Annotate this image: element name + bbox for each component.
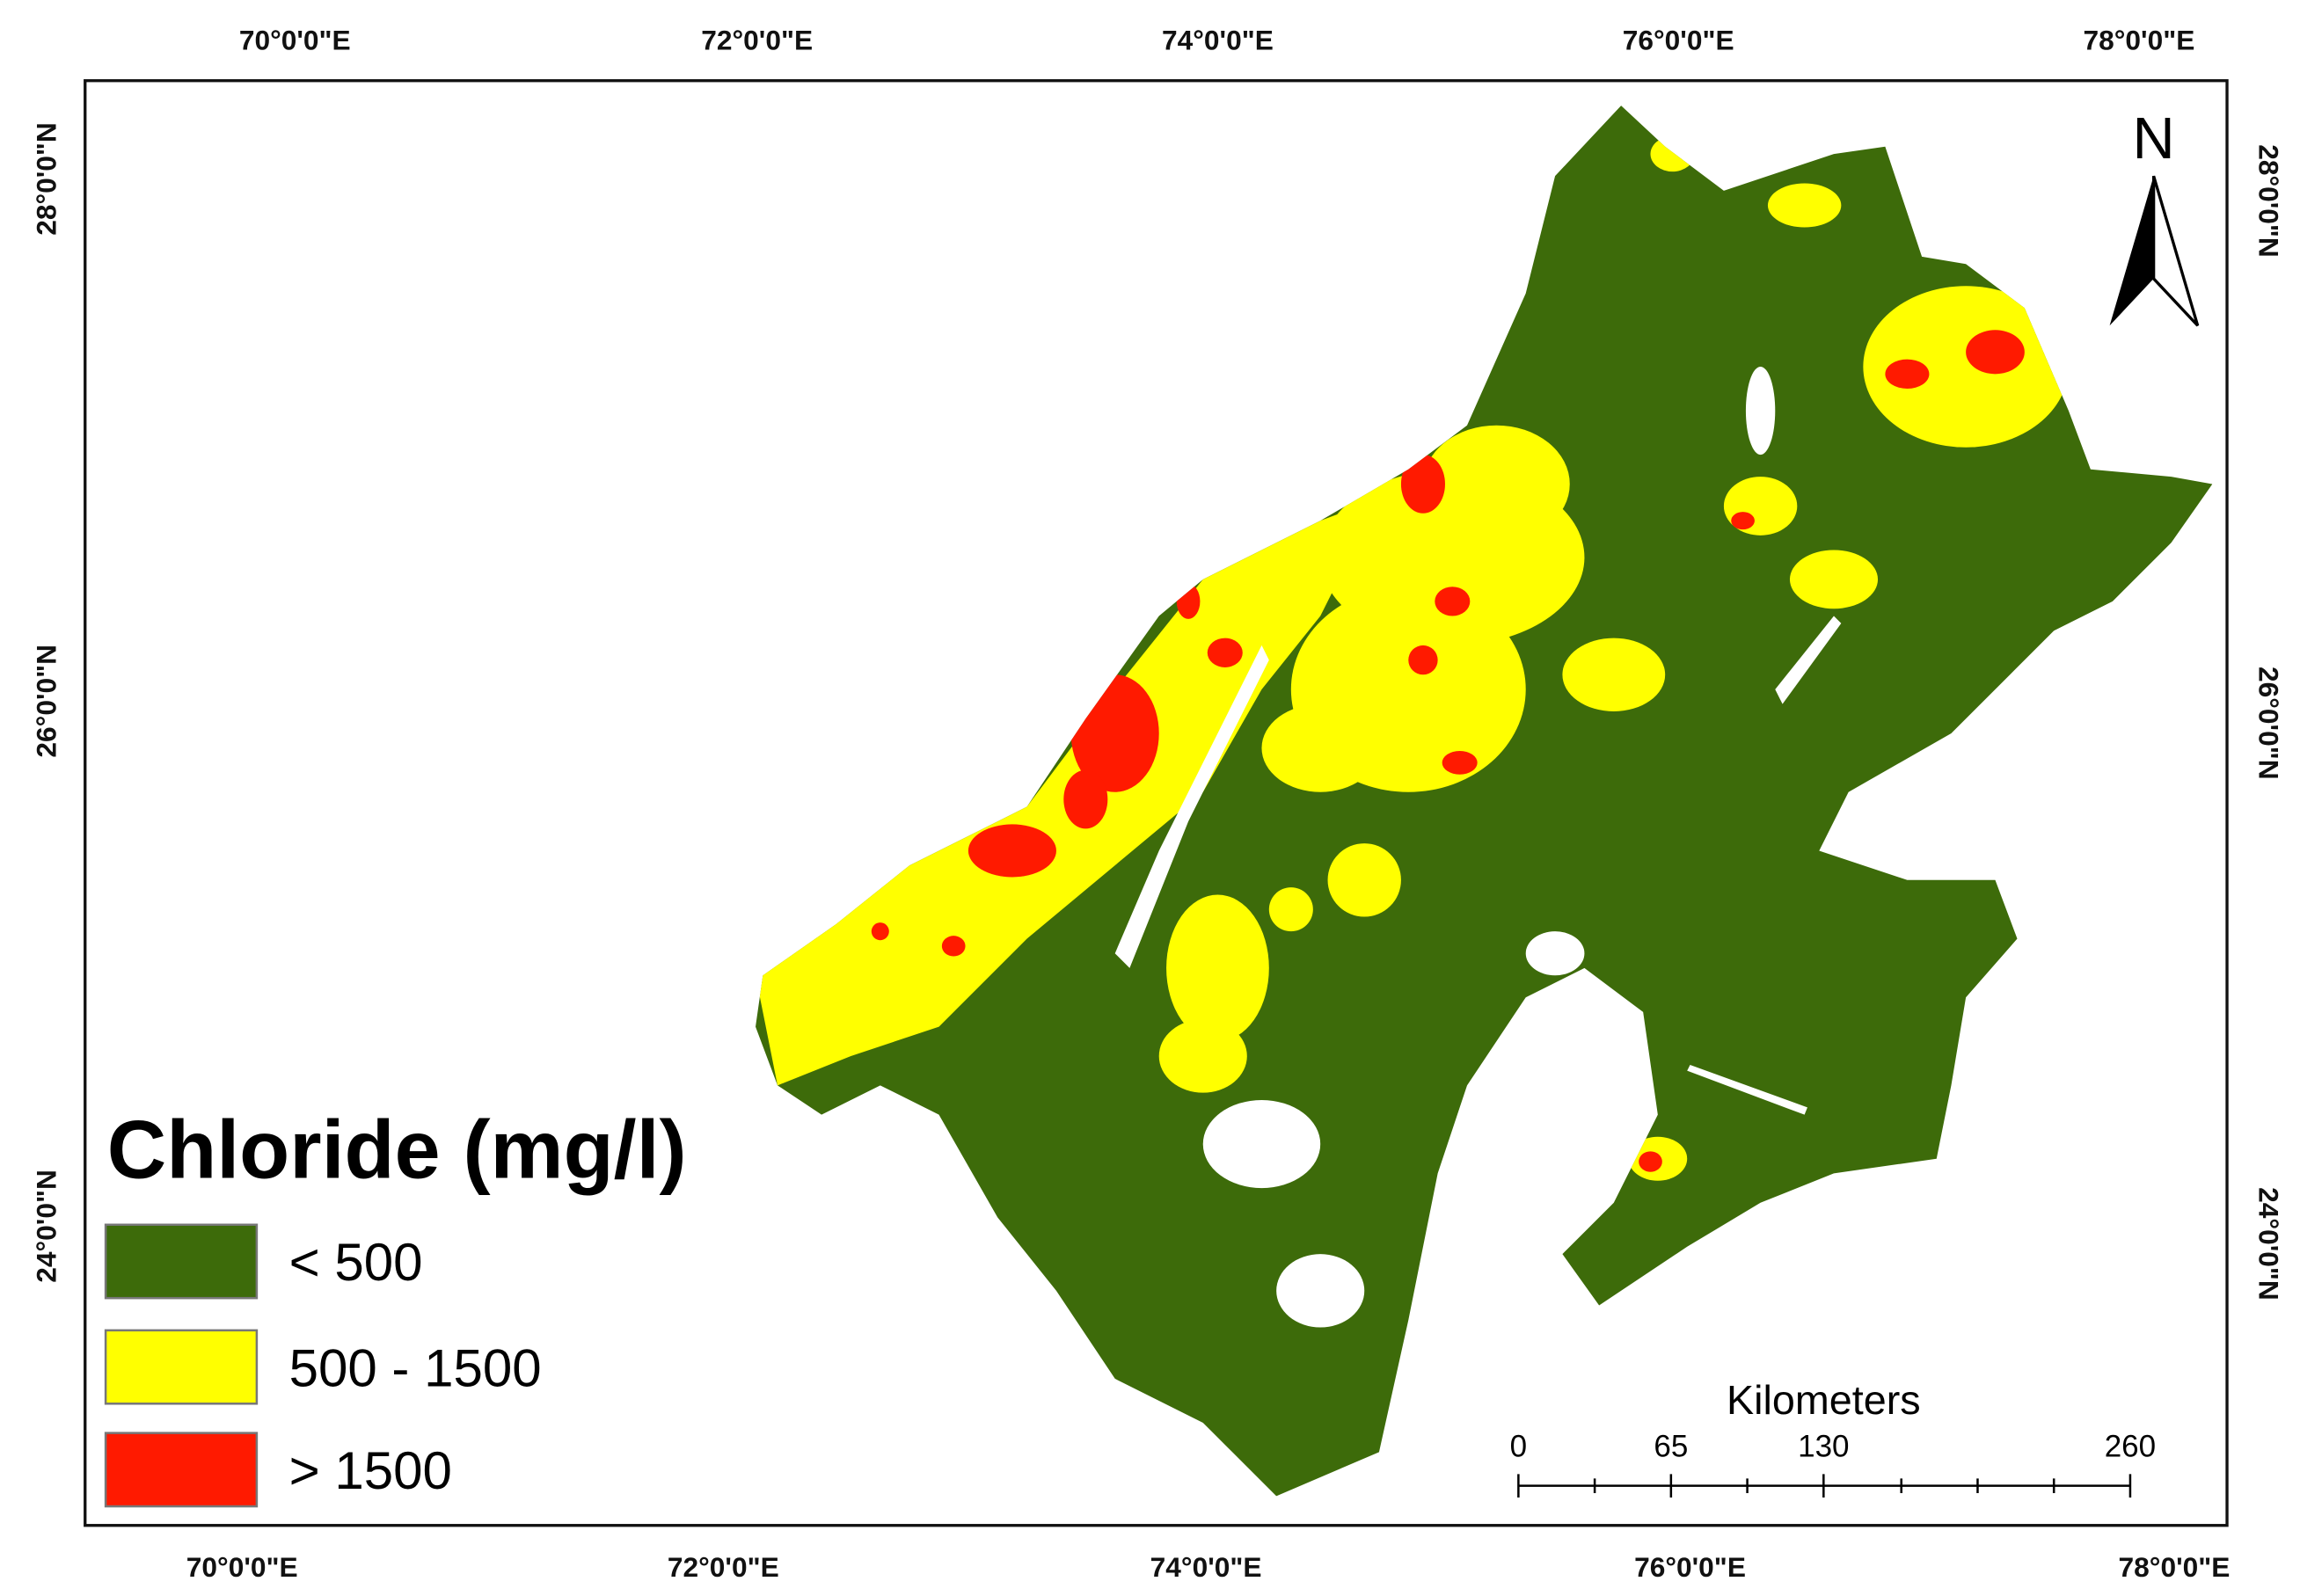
legend: Chloride (mg/l) < 500 500 - 1500 > 1500 <box>104 1103 687 1508</box>
coord-label: 74°0'0"E <box>1162 25 1274 56</box>
scale-label: 130 <box>1798 1429 1849 1463</box>
left-coordinates: 28°0'0"N 26°0'0"N 24°0'0"N <box>30 122 62 1283</box>
bottom-coordinates: 70°0'0"E 72°0'0"E 74°0'0"E 76°0'0"E 78°0… <box>186 1551 2231 1583</box>
legend-swatch <box>104 1329 259 1405</box>
data-gaps <box>1114 367 1842 1328</box>
coord-label: 28°0'0"N <box>30 122 62 236</box>
legend-label: > 1500 <box>289 1441 452 1500</box>
arrow-left <box>2109 176 2154 326</box>
scale-label: 65 <box>1654 1429 1688 1463</box>
legend-label: < 500 <box>289 1233 423 1292</box>
map-content: 70°0'0"E 72°0'0"E 74°0'0"E 76°0'0"E 78°0… <box>30 25 2284 1583</box>
coord-label: 78°0'0"E <box>2084 25 2195 56</box>
coord-label: 76°0'0"E <box>1623 25 1734 56</box>
coord-label: 70°0'0"E <box>239 25 351 56</box>
legend-swatch <box>104 1432 259 1508</box>
legend-label: 500 - 1500 <box>289 1338 542 1397</box>
legend-swatch <box>104 1223 259 1300</box>
north-arrow: N <box>2109 106 2200 327</box>
legend-title: Chloride (mg/l) <box>107 1103 687 1195</box>
arrow-right <box>2151 175 2200 327</box>
coord-label: 24°0'0"N <box>2253 1187 2285 1301</box>
chloride-zones <box>756 106 2213 1497</box>
coord-label: 26°0'0"N <box>2253 667 2285 780</box>
scale-bar: Kilometers 0 65 130 260 <box>1510 1377 2156 1498</box>
scale-title: Kilometers <box>1727 1377 1921 1423</box>
coord-label: 70°0'0"E <box>186 1551 298 1583</box>
scale-ticks <box>1517 1474 2132 1498</box>
north-label: N <box>2133 106 2175 171</box>
coord-label: 72°0'0"E <box>701 25 813 56</box>
coord-label: 74°0'0"E <box>1150 1551 1262 1583</box>
coord-label: 76°0'0"E <box>1634 1551 1746 1583</box>
map-frame <box>84 79 2229 1527</box>
top-coordinates: 70°0'0"E 72°0'0"E 74°0'0"E 76°0'0"E 78°0… <box>239 25 2195 56</box>
coord-label: 72°0'0"E <box>668 1551 779 1583</box>
coord-label: 24°0'0"N <box>30 1170 62 1283</box>
scale-label: 0 <box>1510 1429 1527 1463</box>
coord-label: 78°0'0"E <box>2119 1551 2231 1583</box>
coord-label: 26°0'0"N <box>30 645 62 758</box>
right-coordinates: 28°0'0"N 26°0'0"N 24°0'0"N <box>2253 144 2285 1301</box>
scale-label: 260 <box>2105 1429 2156 1463</box>
coord-label: 28°0'0"N <box>2253 144 2285 258</box>
